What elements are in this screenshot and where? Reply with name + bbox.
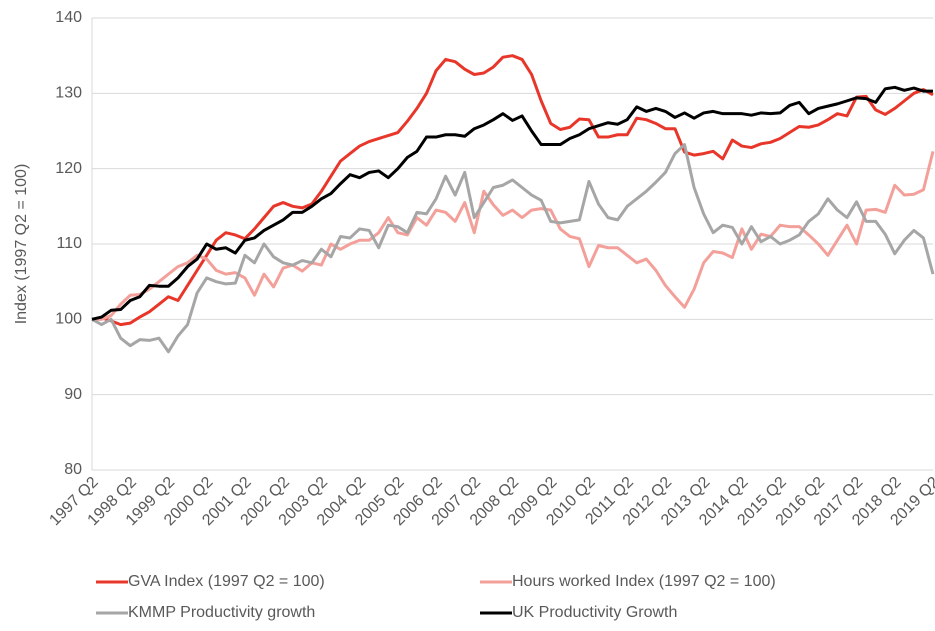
legend-label: KMMP Productivity growth	[128, 604, 315, 621]
y-tick-label: 80	[64, 461, 82, 478]
y-tick-label: 110	[56, 235, 82, 252]
series-line	[91, 85, 933, 321]
legend-label: UK Productivity Growth	[512, 604, 677, 621]
y-axis-label: Index (1997 Q2 = 100)	[13, 164, 30, 325]
series-line	[92, 150, 935, 321]
y-tick-label: 130	[55, 85, 82, 102]
series-line	[91, 54, 934, 327]
legend-label: GVA Index (1997 Q2 = 100)	[128, 573, 325, 590]
y-tick-label: 90	[64, 386, 82, 403]
legend-label: Hours worked Index (1997 Q2 = 100)	[512, 573, 776, 590]
y-tick-label: 120	[55, 160, 82, 177]
y-tick-label: 100	[55, 311, 82, 328]
series-line	[91, 143, 935, 354]
y-tick-label: 140	[55, 9, 82, 26]
